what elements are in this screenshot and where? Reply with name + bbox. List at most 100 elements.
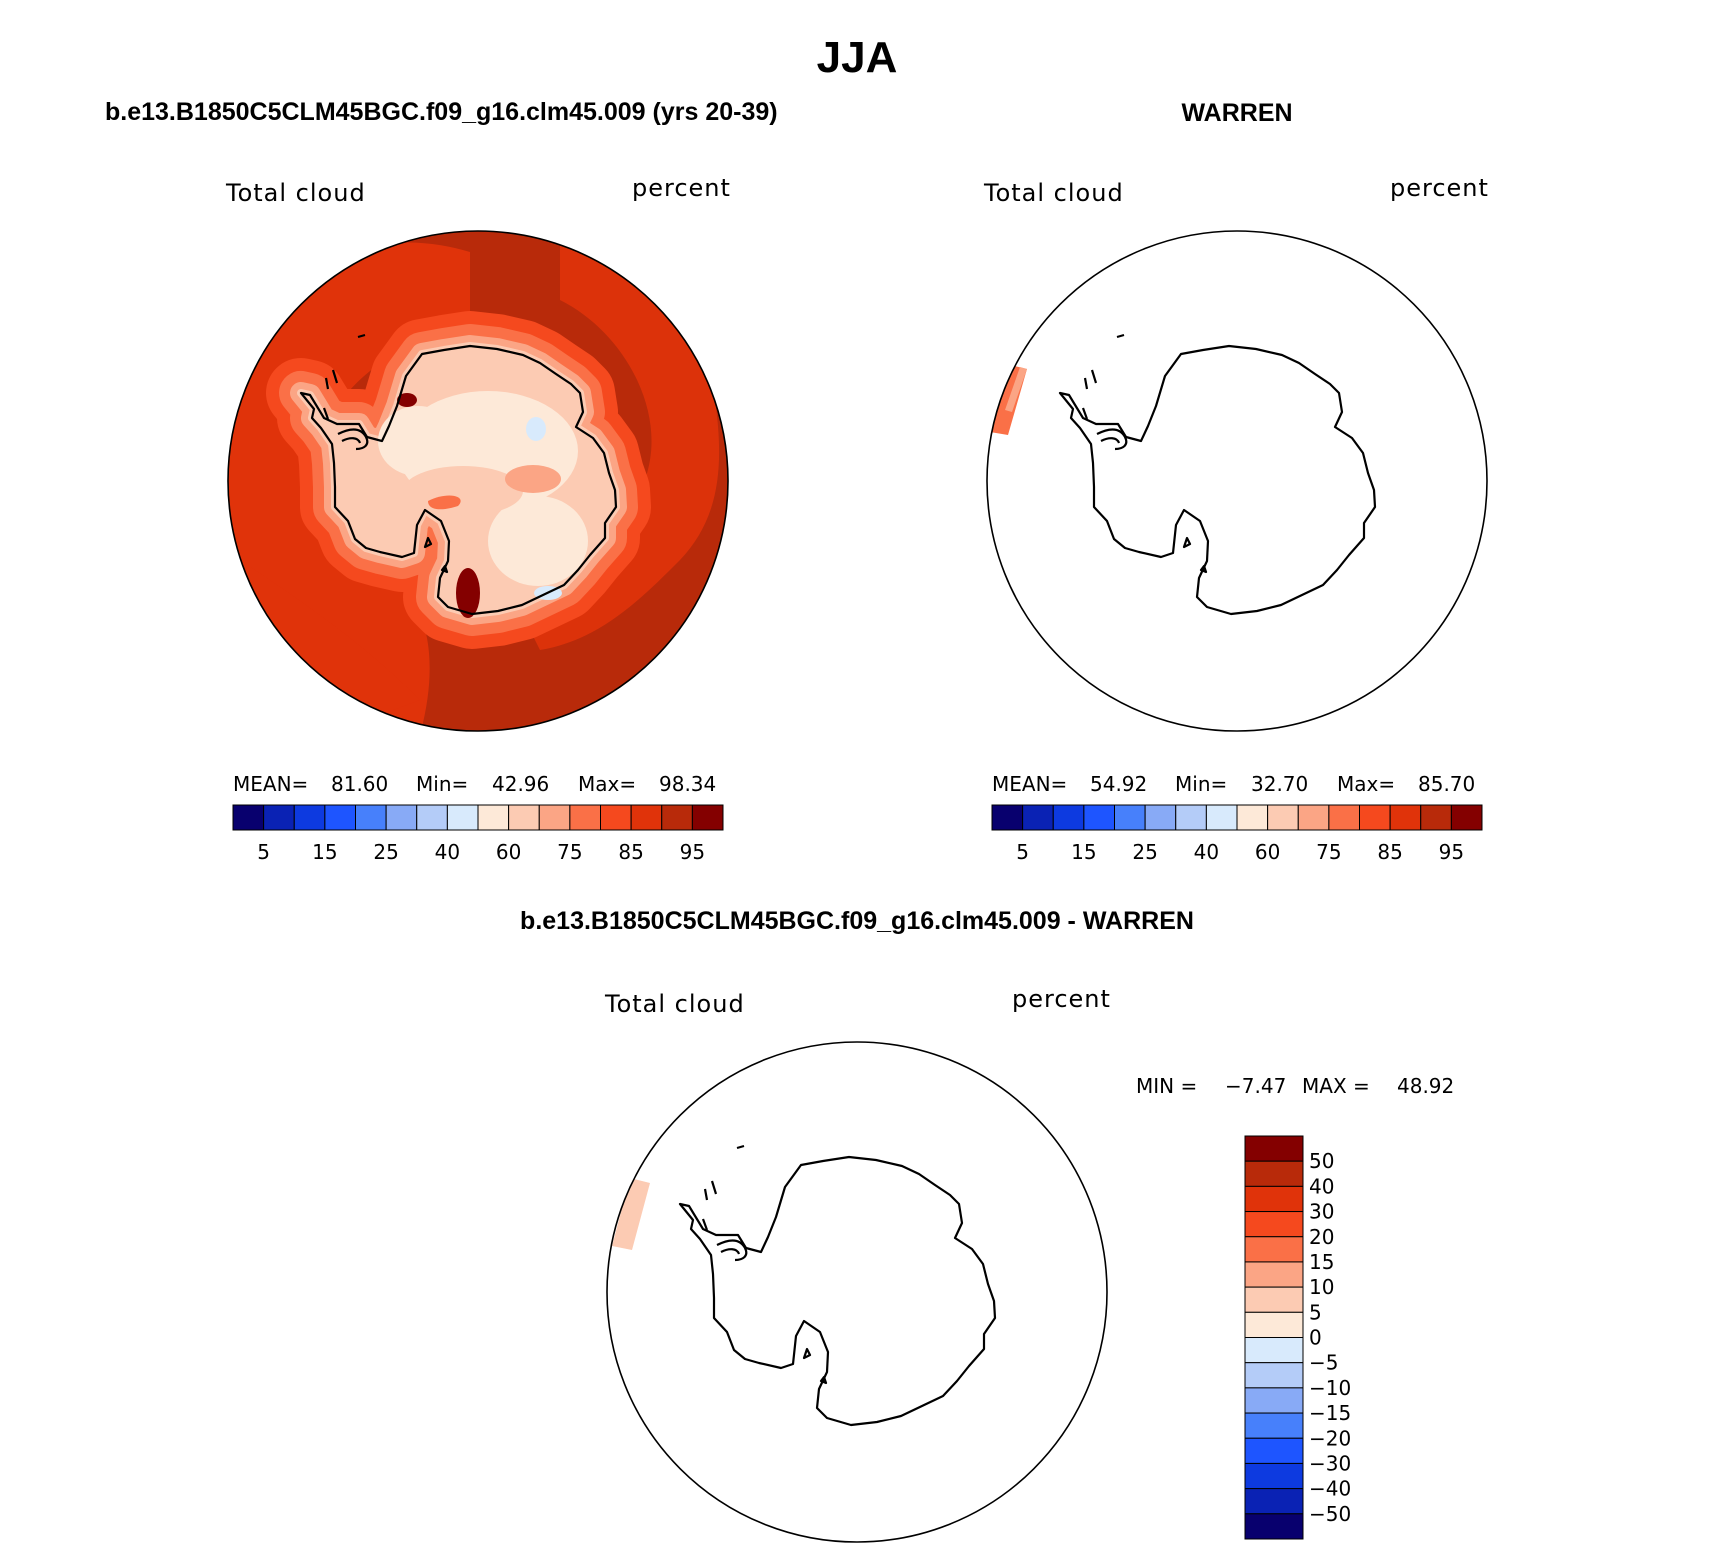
- colorbar-swatch: [1244, 1135, 1304, 1162]
- colorbar-tick-label: 0: [1309, 1326, 1322, 1350]
- colorbar-tick-label: 75: [557, 840, 582, 864]
- panel-obs-mean-label: MEAN=: [992, 772, 1067, 796]
- panel-model-min-label: Min=: [416, 772, 468, 796]
- panel-diff-units-label: percent: [1012, 985, 1111, 1013]
- colorbar-tick-label: 5: [1016, 840, 1029, 864]
- colorbar-swatch: [1420, 804, 1452, 831]
- colorbar-tick-label: 30: [1309, 1200, 1334, 1224]
- colorbar-swatch: [1244, 1437, 1304, 1464]
- colorbar-tick-label: −20: [1309, 1426, 1351, 1450]
- figure-title: JJA: [817, 33, 898, 82]
- colorbar-swatch: [232, 804, 265, 831]
- colorbar-tick-label: −30: [1309, 1451, 1351, 1475]
- colorbar-swatch: [1244, 1261, 1304, 1288]
- map-field-max-spot: [397, 393, 417, 407]
- colorbar-swatch: [1244, 1337, 1304, 1364]
- panel-model-max-label: Max=: [578, 772, 636, 796]
- panel-model-units-label: percent: [632, 174, 731, 202]
- panel-obs-units-label: percent: [1390, 174, 1489, 202]
- colorbar-swatch: [1244, 1236, 1304, 1263]
- colorbar-tick-label: 10: [1309, 1275, 1334, 1299]
- colorbar-swatch: [1244, 1462, 1304, 1490]
- colorbar-swatch: [1450, 804, 1483, 831]
- colorbar-swatch: [446, 804, 479, 831]
- panel-obs-map-border: [986, 230, 1488, 732]
- panel-diff-header: b.e13.B1850C5CLM45BGC.f09_g16.clm45.009 …: [520, 907, 1194, 935]
- colorbar-swatch: [416, 804, 448, 831]
- colorbar-swatch: [1389, 804, 1422, 831]
- colorbar-swatch: [1244, 1412, 1304, 1439]
- colorbar-tick-label: 15: [312, 840, 337, 864]
- colorbar-tick-label: −40: [1309, 1477, 1351, 1501]
- colorbar-swatch: [991, 804, 1024, 831]
- colorbar-tick-label: 5: [1309, 1300, 1322, 1324]
- panel-model-mean-value: 81.60: [331, 772, 388, 796]
- colorbar-swatch: [600, 804, 632, 831]
- panel-obs-min-value: 32.70: [1251, 772, 1308, 796]
- colorbar-tick-label: 85: [618, 840, 643, 864]
- colorbar-swatch: [1267, 804, 1299, 831]
- colorbar-swatch: [1144, 804, 1177, 831]
- colorbar-swatch: [1022, 804, 1054, 831]
- panel-obs-header: WARREN: [1181, 99, 1292, 127]
- panel-diff-min-label: MIN =: [1136, 1074, 1197, 1098]
- panel-obs-variable-label: Total cloud: [983, 179, 1124, 207]
- colorbar-swatch: [1244, 1286, 1304, 1313]
- colorbar-swatch: [1328, 804, 1360, 831]
- colorbar-tick-label: −10: [1309, 1376, 1351, 1400]
- panel-diff-map: [607, 1042, 1107, 1542]
- colorbar-swatch: [1297, 804, 1330, 831]
- colorbar-swatch: [691, 804, 724, 831]
- colorbar-tick-label: 15: [1071, 840, 1096, 864]
- panel-diff-map-border: [606, 1041, 1108, 1543]
- colorbar-swatch: [569, 804, 601, 831]
- panel-diff: b.e13.B1850C5CLM45BGC.f09_g16.clm45.009 …: [520, 907, 1454, 1543]
- colorbar-swatch: [477, 804, 510, 831]
- panel-obs-max-label: Max=: [1337, 772, 1395, 796]
- panel-model-mean-label: MEAN=: [233, 772, 308, 796]
- panel-model-map-border: [227, 230, 729, 732]
- colorbar-tick-label: 40: [435, 840, 460, 864]
- colorbar-swatch: [385, 804, 418, 831]
- panel-model-map: [228, 231, 728, 731]
- colorbar-swatch: [1359, 804, 1391, 831]
- colorbar-tick-label: 75: [1316, 840, 1341, 864]
- colorbar-swatch: [661, 804, 693, 831]
- map-field-max-spot: [456, 568, 480, 618]
- panel-obs-colorbar: 5 15 25 40 60 75 85 95: [991, 804, 1483, 864]
- colorbar-swatch: [630, 804, 663, 831]
- colorbar-swatch: [1244, 1160, 1304, 1187]
- colorbar-tick-label: 40: [1309, 1174, 1334, 1198]
- colorbar-swatch: [263, 804, 295, 831]
- colorbar-swatch: [1244, 1362, 1304, 1389]
- panel-diff-max-label: MAX =: [1302, 1074, 1370, 1098]
- panel-diff-variable-label: Total cloud: [604, 990, 745, 1018]
- colorbar-tick-label: −50: [1309, 1502, 1351, 1526]
- colorbar-tick-label: 40: [1194, 840, 1219, 864]
- panel-obs: WARREN Total cloud percent MEAN= 54.92 M…: [983, 99, 1489, 864]
- colorbar-swatch: [1244, 1211, 1304, 1238]
- colorbar-tick-label: −15: [1309, 1401, 1351, 1425]
- panel-model-min-value: 42.96: [492, 772, 549, 796]
- panel-diff-max-value: 48.92: [1397, 1074, 1454, 1098]
- colorbar-swatch: [1244, 1311, 1304, 1338]
- colorbar-swatch: [1175, 804, 1207, 831]
- panel-obs-min-label: Min=: [1175, 772, 1227, 796]
- panel-obs-mean-value: 54.92: [1090, 772, 1147, 796]
- colorbar-tick-label: 25: [373, 840, 398, 864]
- colorbar-swatch: [324, 804, 356, 831]
- colorbar-swatch: [355, 804, 387, 831]
- colorbar-swatch: [1052, 804, 1085, 831]
- panel-obs-map: [987, 231, 1487, 731]
- colorbar-swatch: [1244, 1387, 1304, 1414]
- colorbar-tick-label: 60: [1255, 840, 1280, 864]
- panel-model: b.e13.B1850C5CLM45BGC.f09_g16.clm45.009 …: [105, 98, 778, 864]
- colorbar-tick-label: 25: [1132, 840, 1157, 864]
- colorbar-swatch: [1114, 804, 1146, 831]
- panel-model-colorbar: 5 15 25 40 60 75 85 95: [232, 804, 724, 864]
- map-field-data-strip: [612, 1178, 650, 1250]
- panel-obs-max-value: 85.70: [1418, 772, 1475, 796]
- colorbar-tick-label: −5: [1309, 1351, 1338, 1375]
